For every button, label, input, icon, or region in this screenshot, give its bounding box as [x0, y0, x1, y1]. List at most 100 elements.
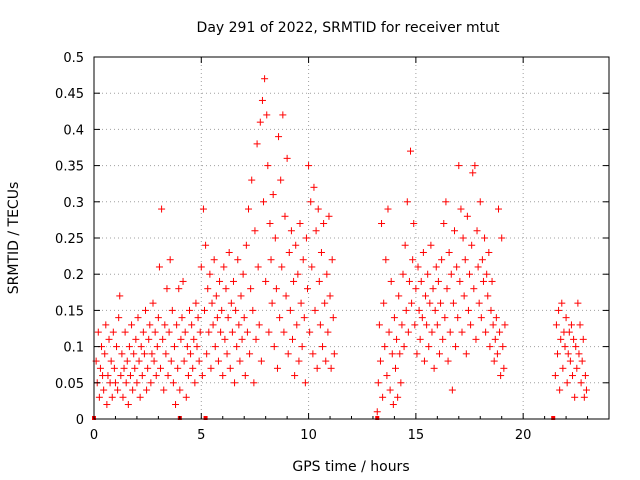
data-point — [306, 328, 314, 336]
data-point — [184, 372, 192, 380]
data-point — [302, 234, 310, 242]
data-point — [418, 314, 426, 322]
data-point — [161, 321, 169, 329]
data-point — [245, 205, 252, 213]
data-point — [578, 357, 586, 365]
data-point — [111, 379, 119, 387]
data-point — [220, 263, 228, 271]
data-point — [554, 350, 561, 358]
data-point — [154, 314, 162, 322]
data-point — [114, 386, 122, 394]
data-point — [225, 248, 233, 256]
data-point — [226, 364, 234, 372]
data-point — [565, 328, 573, 336]
data-point — [434, 277, 442, 285]
data-point — [203, 350, 211, 358]
data-point — [129, 386, 137, 394]
data-point — [395, 292, 403, 300]
data-point — [208, 299, 216, 307]
data-point — [251, 227, 259, 235]
data-point — [126, 372, 134, 380]
data-point — [192, 299, 200, 307]
data-point — [407, 147, 415, 155]
x-tick-label: 10 — [300, 428, 317, 443]
data-point — [104, 372, 112, 380]
data-point — [394, 393, 402, 401]
data-point — [408, 299, 416, 307]
data-point — [135, 357, 143, 365]
data-point — [457, 205, 465, 213]
data-point — [144, 364, 152, 372]
data-point — [290, 277, 298, 285]
data-point — [319, 343, 327, 351]
data-point — [219, 372, 227, 380]
data-point — [402, 306, 410, 314]
data-point — [216, 277, 224, 285]
data-point — [266, 220, 274, 228]
data-point — [317, 248, 325, 256]
data-point — [268, 299, 276, 307]
data-point — [113, 343, 121, 351]
data-point — [459, 234, 467, 242]
data-point — [243, 328, 251, 336]
data-point — [165, 328, 173, 336]
data-point — [253, 140, 261, 148]
data-point — [197, 263, 205, 271]
data-point — [210, 256, 218, 264]
data-point — [386, 386, 394, 394]
data-point — [237, 292, 245, 300]
data-point — [555, 306, 563, 314]
data-point — [224, 314, 232, 322]
data-point — [142, 306, 149, 314]
data-point — [288, 335, 296, 343]
data-point — [472, 335, 480, 343]
data-point — [454, 314, 462, 322]
data-point — [204, 285, 212, 293]
data-point — [383, 372, 391, 380]
data-point — [398, 321, 406, 329]
y-tick-label: 0.5 — [63, 51, 84, 66]
data-point — [415, 306, 423, 314]
data-point — [187, 350, 195, 358]
data-point — [309, 350, 317, 358]
data-point — [494, 205, 502, 213]
data-point — [378, 220, 386, 228]
data-point — [194, 314, 202, 322]
data-point — [121, 328, 129, 336]
data-point — [235, 321, 243, 329]
data-point — [282, 292, 290, 300]
y-tick-label: 0.4 — [63, 123, 84, 138]
data-point — [128, 321, 136, 329]
data-point — [385, 328, 393, 336]
data-point — [181, 328, 189, 336]
data-point — [286, 306, 294, 314]
data-point — [561, 343, 569, 351]
data-point — [562, 314, 570, 322]
data-point — [496, 328, 504, 336]
data-point — [428, 328, 436, 336]
data-point — [199, 205, 207, 213]
data-point — [95, 393, 103, 401]
data-point — [94, 328, 102, 336]
x-tick-label: 20 — [515, 428, 532, 443]
data-point — [329, 314, 337, 322]
data-point — [102, 321, 110, 329]
data-point — [474, 263, 482, 271]
data-point — [294, 270, 302, 278]
data-point — [413, 350, 421, 358]
data-point — [254, 263, 262, 271]
data-point — [445, 248, 453, 256]
data-point — [313, 364, 321, 372]
data-point — [228, 328, 236, 336]
data-point — [287, 227, 295, 235]
data-point — [280, 328, 288, 336]
data-point — [460, 292, 468, 300]
data-point — [153, 343, 161, 351]
axis-ticks: 0 5 10 15 20 0 0.05 0.1 0.15 0.2 0.25 0.3 0.35 0.4 0.4… — [55, 51, 609, 443]
data-point — [463, 212, 471, 220]
data-point — [164, 372, 172, 380]
data-point — [325, 212, 333, 220]
data-point — [490, 357, 498, 365]
data-point — [130, 350, 138, 358]
data-point — [222, 285, 230, 293]
